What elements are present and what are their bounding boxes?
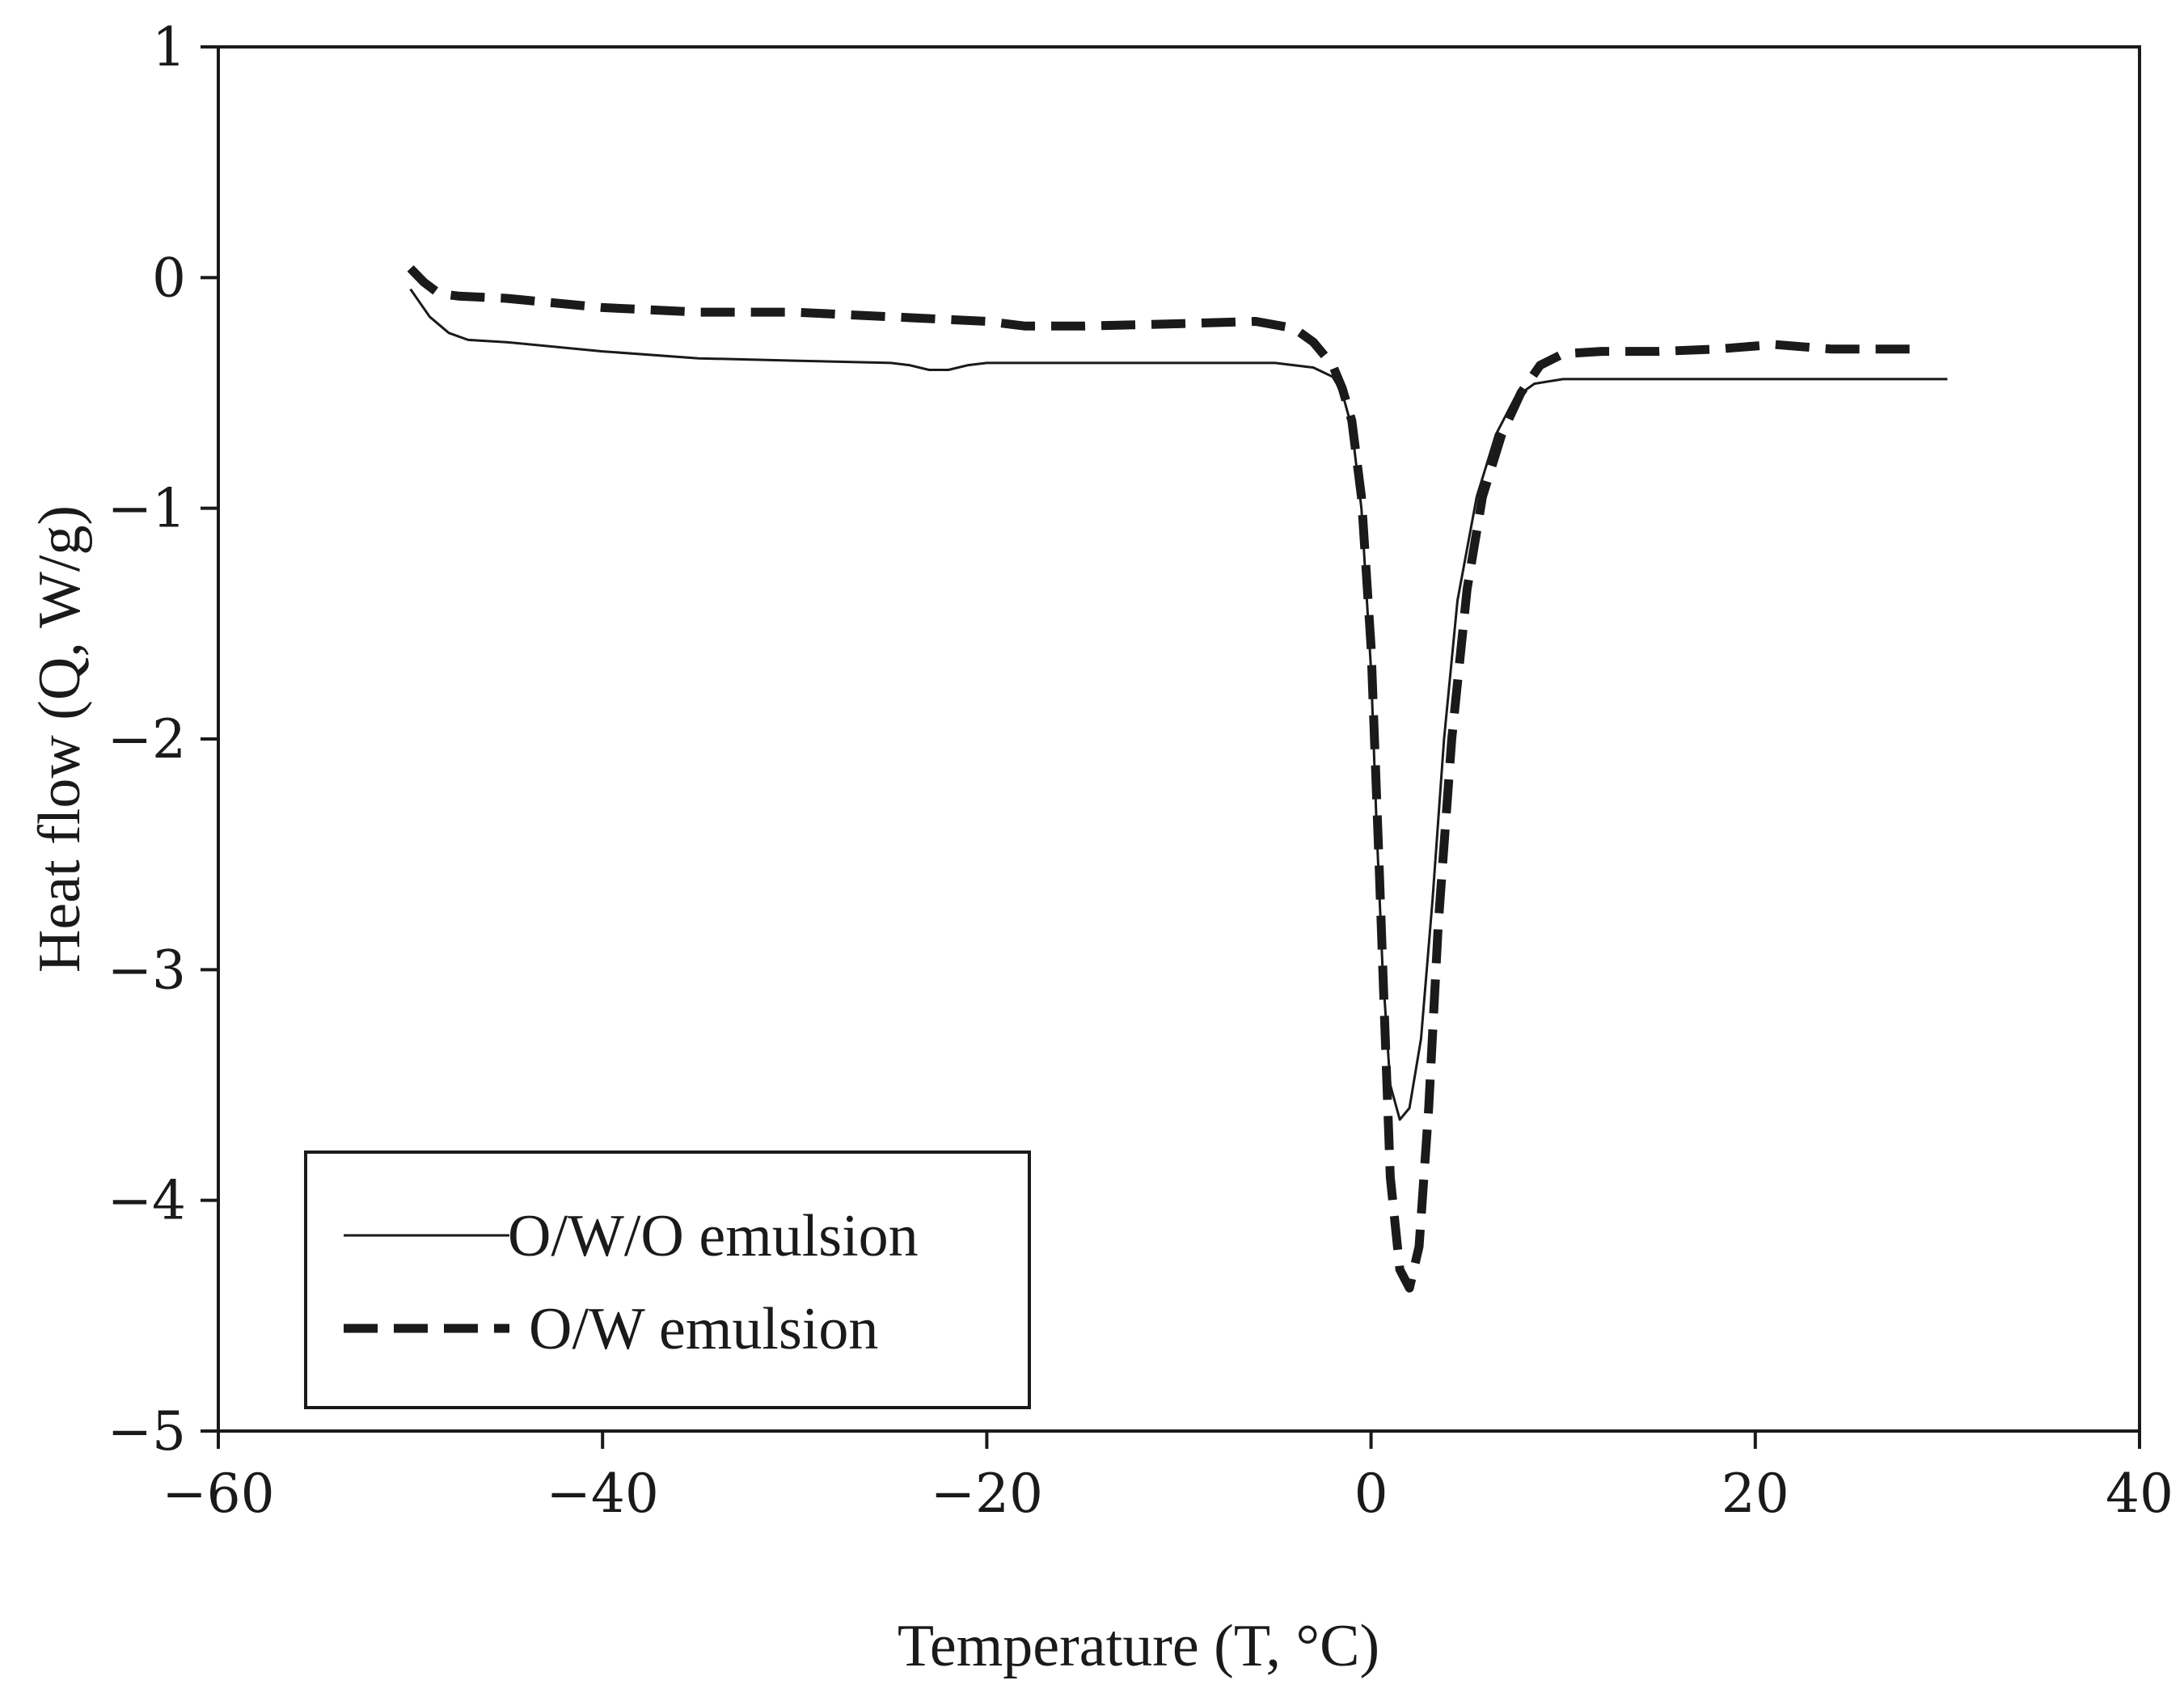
x-tick-label: 20 bbox=[1721, 1463, 1789, 1525]
legend-box bbox=[304, 1150, 1031, 1409]
y-axis-title: Heat flow (Q, W/g) bbox=[27, 505, 93, 973]
series-layer bbox=[407, 265, 1948, 1293]
y-tick-label: 0 bbox=[152, 247, 186, 309]
y-tick-label: −3 bbox=[108, 939, 186, 1001]
y-axis-ticks: 1 0 −1 −2 −3 −4 −5 bbox=[108, 16, 218, 1463]
legend-label-owo: O/W/O emulsion bbox=[508, 1203, 919, 1269]
x-axis-title: Temperature (T, °C) bbox=[898, 1613, 1379, 1679]
x-tick-label: 40 bbox=[2106, 1463, 2173, 1525]
y-tick-label: −1 bbox=[108, 478, 186, 540]
x-tick-label: −60 bbox=[162, 1463, 274, 1525]
y-tick-label: −2 bbox=[108, 708, 186, 771]
x-tick-label: 0 bbox=[1354, 1463, 1388, 1525]
legend-label-ow: O/W emulsion bbox=[529, 1296, 878, 1362]
x-axis-ticks: −60 −40 −20 0 20 40 bbox=[162, 1431, 2173, 1525]
x-tick-label: −40 bbox=[547, 1463, 659, 1525]
y-tick-label: −5 bbox=[108, 1400, 186, 1463]
x-tick-label: −20 bbox=[931, 1463, 1043, 1525]
y-tick-label: −4 bbox=[108, 1170, 186, 1232]
y-tick-label: 1 bbox=[152, 16, 186, 78]
legend: O/W/O emulsion O/W emulsion bbox=[304, 1150, 1031, 1409]
